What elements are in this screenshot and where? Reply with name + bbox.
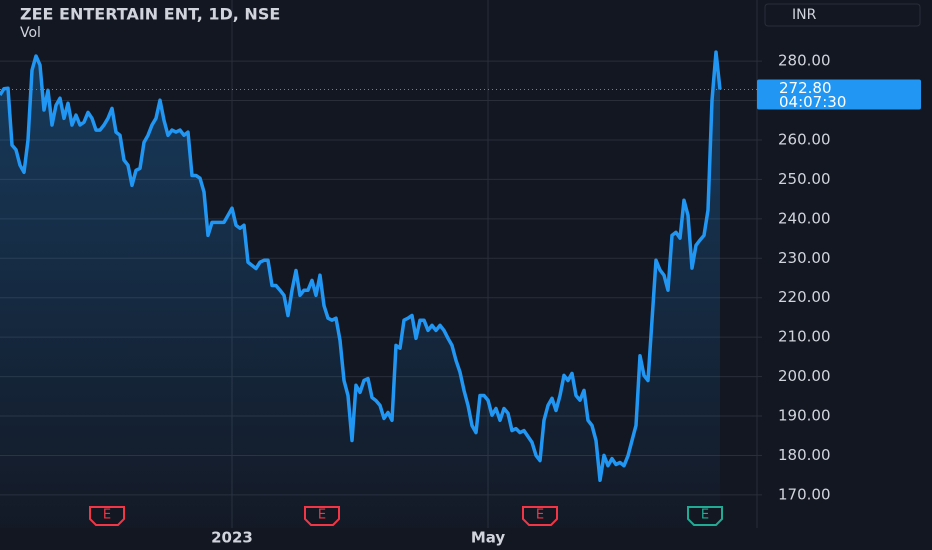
y-tick-label: 280.00 xyxy=(778,52,831,70)
y-tick-label: 220.00 xyxy=(778,288,831,306)
event-label: E xyxy=(701,508,709,523)
price-area xyxy=(0,52,720,528)
event-marker xyxy=(522,506,558,526)
x-tick-label: May xyxy=(471,529,506,547)
y-tick-label: 240.00 xyxy=(778,209,831,227)
countdown: 04:07:30 xyxy=(779,93,846,111)
y-tick-label: 190.00 xyxy=(778,407,831,425)
y-tick-label: 180.00 xyxy=(778,446,831,464)
y-tick-label: 200.00 xyxy=(778,367,831,385)
y-tick-label: 210.00 xyxy=(778,328,831,346)
plot xyxy=(0,50,722,528)
event-label: E xyxy=(318,508,326,523)
currency-box[interactable] xyxy=(764,3,921,27)
event-label: E xyxy=(536,508,544,523)
chart-title: ZEE ENTERTAIN ENT, 1D, NSE xyxy=(20,5,280,24)
last-price-label: 272.80 xyxy=(779,79,832,97)
event-label: E xyxy=(103,508,111,523)
y-tick-label: 170.00 xyxy=(778,485,831,503)
y-tick-label: 260.00 xyxy=(778,130,831,148)
y-tick-label: 250.00 xyxy=(778,170,831,188)
x-tick-label: 2023 xyxy=(211,529,253,547)
event-marker xyxy=(89,506,125,526)
price-line xyxy=(0,50,722,483)
currency[interactable]: INR xyxy=(792,7,817,23)
event-marker xyxy=(304,506,340,526)
volume-label: Vol xyxy=(20,25,41,41)
y-tick-label: 230.00 xyxy=(778,249,831,267)
event-marker xyxy=(687,506,723,526)
last-price-box xyxy=(757,79,921,110)
